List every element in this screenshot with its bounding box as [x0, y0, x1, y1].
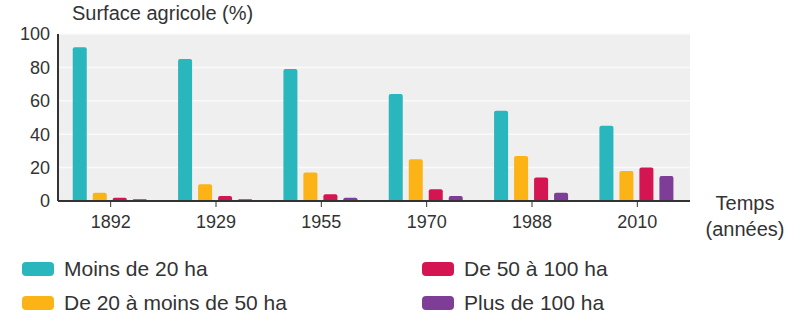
- svg-text:1988: 1988: [512, 212, 552, 232]
- svg-text:40: 40: [30, 125, 50, 145]
- svg-text:1929: 1929: [196, 212, 236, 232]
- svg-text:2010: 2010: [617, 212, 657, 232]
- svg-text:20: 20: [30, 158, 50, 178]
- svg-text:60: 60: [30, 91, 50, 111]
- html-text:De 20 à moins de 50 ha: De 20 à moins de 50 ha: [64, 291, 287, 314]
- html-text:Moins de 20 ha: Moins de 20 ha: [64, 257, 208, 280]
- svg-text:1892: 1892: [91, 212, 131, 232]
- svg-text:0: 0: [40, 191, 50, 211]
- svg-text:1955: 1955: [301, 212, 341, 232]
- html-text:Temps (années): Temps (années): [705, 192, 785, 240]
- html-text:Plus de 100 ha: Plus de 100 ha: [464, 291, 605, 314]
- svg-text:80: 80: [30, 58, 50, 78]
- svg-text:1970: 1970: [407, 212, 447, 232]
- html-text:Surface agricole (%): Surface agricole (%): [72, 2, 254, 24]
- svg-text:100: 100: [20, 24, 50, 44]
- html-text:De 50 à 100 ha: De 50 à 100 ha: [464, 257, 608, 280]
